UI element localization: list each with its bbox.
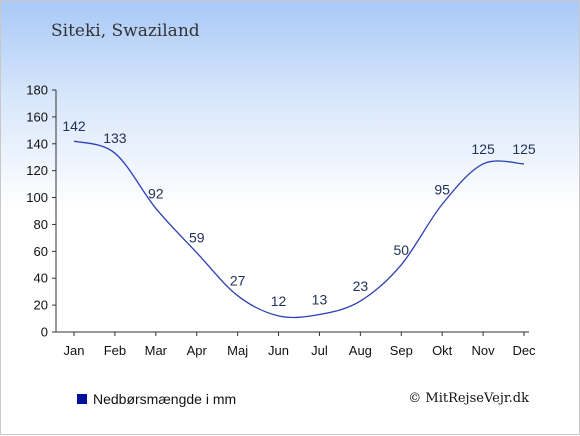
data-label: 23 (353, 278, 369, 294)
x-tick-label: Aug (349, 343, 372, 358)
data-label: 59 (189, 230, 205, 246)
copyright-text: © MitRejseVejr.dk (408, 391, 529, 406)
y-tick-label: 100 (26, 190, 48, 205)
x-tick-label: Maj (227, 343, 248, 358)
data-label: 27 (230, 273, 246, 289)
y-tick-label: 180 (26, 83, 48, 98)
chart-location-title: Siteki, Swaziland (51, 21, 200, 41)
legend-label: Nedbørsmængde i mm (93, 391, 237, 407)
data-label: 12 (271, 293, 287, 309)
y-tick-label: 80 (34, 217, 48, 232)
series-layer (73, 140, 525, 319)
x-tick-label: Jul (311, 343, 328, 358)
y-tick-label: 60 (34, 244, 48, 259)
x-tick-label: Dec (512, 343, 536, 358)
x-tick-label: Sep (390, 343, 413, 358)
x-tick-label: Jan (64, 343, 85, 358)
data-label: 50 (393, 242, 409, 258)
data-label: 125 (471, 141, 495, 157)
x-tick-label: Okt (432, 343, 453, 358)
x-tick-label: Feb (104, 343, 126, 358)
data-label: 125 (512, 141, 536, 157)
data-label: 92 (148, 185, 164, 201)
data-label: 133 (103, 130, 127, 146)
data-label: 13 (312, 292, 328, 308)
axes (52, 89, 529, 336)
legend: Nedbørsmængde i mm (77, 391, 236, 407)
x-tick-label: Apr (187, 343, 208, 358)
x-tick-label: Jun (268, 343, 289, 358)
y-tick-label: 160 (26, 109, 48, 124)
tick-labels: 0 20 40 60 80 100 120 140 160 180 Jan Feb Mar Apr Maj J… (26, 83, 536, 359)
data-label: 95 (434, 181, 450, 197)
legend-swatch (77, 394, 87, 404)
y-tick-label: 120 (26, 163, 48, 178)
x-tick-label: Mar (145, 343, 168, 358)
data-labels: 142 133 92 59 27 12 13 23 50 95 125 125 (62, 118, 536, 309)
y-tick-label: 20 (34, 298, 48, 313)
y-tick-label: 140 (26, 136, 48, 151)
x-tick-label: Nov (472, 343, 496, 358)
y-tick-label: 40 (34, 271, 48, 286)
y-tick-label: 0 (41, 325, 48, 340)
data-label: 142 (62, 118, 86, 134)
precipitation-line (73, 140, 525, 319)
